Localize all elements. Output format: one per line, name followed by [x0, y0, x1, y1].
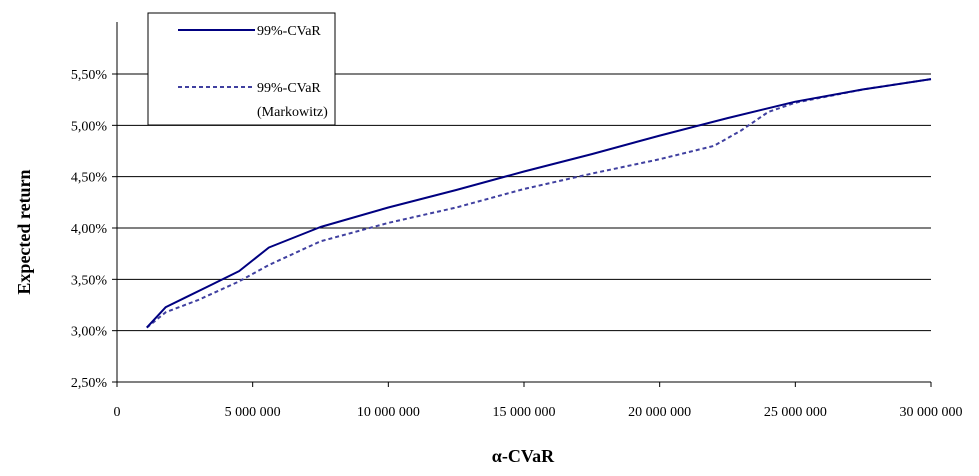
series-layer [146, 78, 932, 329]
series-line-markowitz [146, 78, 932, 329]
series-line-cvar [146, 78, 932, 329]
legend-label-1: 99%-CVaR [257, 24, 321, 39]
y-tick-label: 4,50% [71, 171, 108, 186]
x-tick-label: 10 000 000 [357, 405, 420, 420]
x-tick-label: 25 000 000 [764, 405, 827, 420]
x-tick-label: 0 [114, 405, 121, 420]
x-tick-label: 30 000 000 [900, 405, 963, 420]
y-axis-title: Expected return [14, 169, 34, 294]
legend: 99%-CVaR 99%-CVaR (Markowitz) [147, 12, 336, 126]
y-tick-label: 3,00% [71, 325, 108, 340]
legend-label-2b: (Markowitz) [257, 105, 328, 120]
x-tick-label: 20 000 000 [628, 405, 691, 420]
axis-layer: 2,50% 3,00% 3,50% 4,00% 4,50% 5,00% 5,50% 0 5 00… [71, 22, 963, 420]
x-tick-label: 5 000 000 [225, 405, 281, 420]
y-tick-label: 5,00% [71, 119, 108, 134]
x-axis-title: α-CVaR [492, 446, 555, 466]
y-tick-label: 4,00% [71, 222, 108, 237]
y-tick-label: 2,50% [71, 376, 108, 391]
legend-label-2: 99%-CVaR [257, 81, 321, 96]
legend-box [147, 12, 336, 126]
x-tick-label: 15 000 000 [493, 405, 556, 420]
y-tick-label: 5,50% [71, 68, 108, 83]
y-tick-label: 3,50% [71, 273, 108, 288]
